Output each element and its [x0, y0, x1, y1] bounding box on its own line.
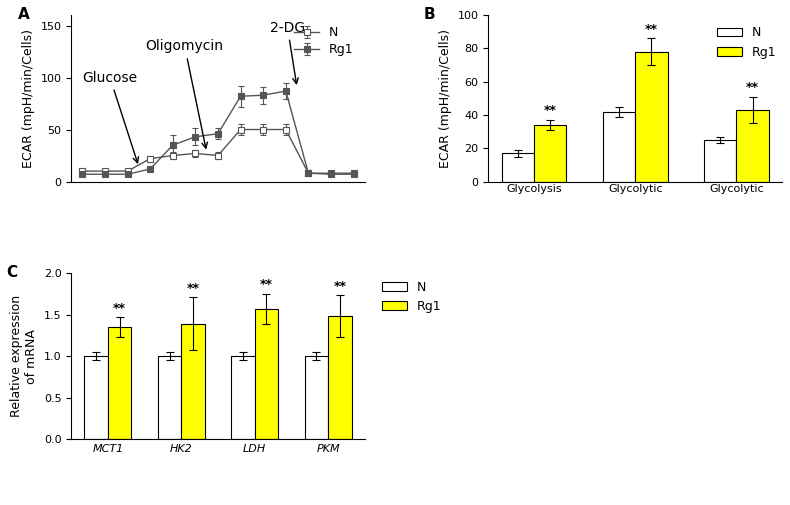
Legend: N, Rg1: N, Rg1 — [289, 21, 359, 61]
Bar — [254, 309, 278, 439]
Bar — [182, 324, 205, 439]
Bar — [736, 110, 769, 181]
Text: **: ** — [746, 81, 759, 94]
Bar — [108, 327, 131, 439]
Bar — [502, 153, 534, 181]
Text: **: ** — [645, 23, 658, 36]
Bar — [635, 52, 668, 181]
Bar — [231, 356, 254, 439]
Bar — [85, 356, 108, 439]
Text: **: ** — [260, 278, 273, 291]
Bar — [328, 316, 352, 439]
Text: **: ** — [333, 280, 346, 293]
Text: Oligomycin: Oligomycin — [145, 39, 224, 148]
Y-axis label: ECAR (mpH/min/Cells): ECAR (mpH/min/Cells) — [439, 29, 452, 168]
Text: **: ** — [186, 282, 200, 294]
Text: C: C — [6, 265, 17, 280]
Bar — [305, 356, 328, 439]
Text: 2-DG: 2-DG — [270, 21, 305, 84]
Text: Glucose: Glucose — [82, 71, 138, 163]
Legend: N, Rg1: N, Rg1 — [377, 276, 446, 318]
Y-axis label: ECAR (mpH/min/Cells): ECAR (mpH/min/Cells) — [22, 29, 35, 168]
Y-axis label: Relative expression
of mRNA: Relative expression of mRNA — [10, 295, 38, 417]
Bar — [534, 125, 566, 181]
Bar — [158, 356, 182, 439]
Text: **: ** — [113, 301, 126, 315]
Bar — [603, 112, 635, 181]
Legend: N, Rg1: N, Rg1 — [712, 21, 782, 64]
Text: **: ** — [544, 105, 557, 118]
Bar — [704, 140, 736, 181]
Text: B: B — [423, 7, 435, 22]
Text: A: A — [18, 7, 30, 22]
